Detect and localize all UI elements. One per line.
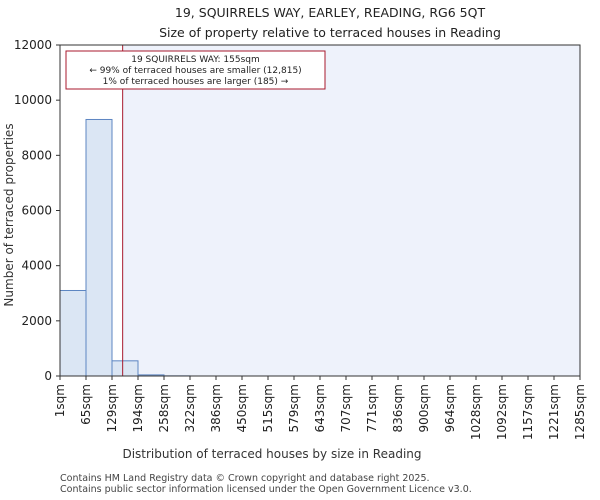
x-tick-label-9: 579sqm <box>287 384 301 432</box>
y-tick-label-12000: 12000 <box>14 38 52 52</box>
x-tick-label-2: 129sqm <box>105 384 119 432</box>
y-tick-label-8000: 8000 <box>21 148 52 162</box>
y-tick-label-10000: 10000 <box>14 93 52 107</box>
x-tick-label-14: 900sqm <box>417 384 431 432</box>
x-tick-label-4: 258sqm <box>157 384 171 432</box>
x-tick-label-0: 1sqm <box>53 384 67 417</box>
annotation-line-2: ← 99% of terraced houses are smaller (12… <box>89 66 301 76</box>
bar-1 <box>85 118 113 377</box>
x-tick-label-6: 386sqm <box>209 384 223 432</box>
x-tick-label-19: 1221sqm <box>547 384 561 440</box>
x-tick-label-17: 1092sqm <box>495 384 509 440</box>
x-tick-label-3: 194sqm <box>131 384 145 432</box>
x-tick-label-13: 836sqm <box>391 384 405 432</box>
x-tick-label-7: 450sqm <box>235 384 249 432</box>
y-tick-label-4000: 4000 <box>21 259 52 273</box>
x-tick-label-10: 643sqm <box>313 384 327 432</box>
annotation-line-1: 19 SQUIRRELS WAY: 155sqm <box>131 55 260 65</box>
x-tick-label-5: 322sqm <box>183 384 197 432</box>
annotation-frame <box>65 50 326 90</box>
y-tick-label-6000: 6000 <box>21 204 52 218</box>
y-tick-label-2000: 2000 <box>21 314 52 328</box>
y-axis: 0 2000 4000 6000 8000 10000 12000 <box>14 38 60 383</box>
annotation-line-3: 1% of terraced houses are larger (185) → <box>103 77 289 87</box>
annotation-box: 19 SQUIRRELS WAY: 155sqm ← 99% of terrac… <box>65 50 326 90</box>
bar-0 <box>59 289 87 377</box>
y-tick-label-0: 0 <box>44 369 52 383</box>
footer-copyright: Contains HM Land Registry data © Crown c… <box>60 473 430 484</box>
x-tick-label-8: 515sqm <box>261 384 275 432</box>
x-tick-label-1: 65sqm <box>79 384 93 425</box>
x-axis: 1sqm 65sqm 129sqm 194sqm 258sqm 322sqm 386sqm 4… <box>53 376 587 440</box>
x-tick-label-16: 1028sqm <box>469 384 483 440</box>
bars-group <box>59 118 191 377</box>
x-tick-label-11: 707sqm <box>339 384 353 432</box>
x-tick-label-12: 771sqm <box>365 384 379 432</box>
x-tick-label-18: 1157sqm <box>521 384 535 440</box>
footer-licence: Contains public sector information licen… <box>60 484 472 495</box>
chart-title: 19, SQUIRRELS WAY, EARLEY, READING, RG6 … <box>175 5 486 20</box>
x-tick-label-20: 1285sqm <box>573 384 587 440</box>
plot-highlight-region <box>122 45 580 376</box>
plot-frame <box>59 44 581 377</box>
x-axis-label: Distribution of terraced houses by size … <box>122 447 421 461</box>
bar-2 <box>111 360 139 377</box>
chart-subtitle: Size of property relative to terraced ho… <box>159 25 501 40</box>
y-axis-label: Number of terraced properties <box>2 123 16 306</box>
x-tick-label-15: 964sqm <box>443 384 457 432</box>
